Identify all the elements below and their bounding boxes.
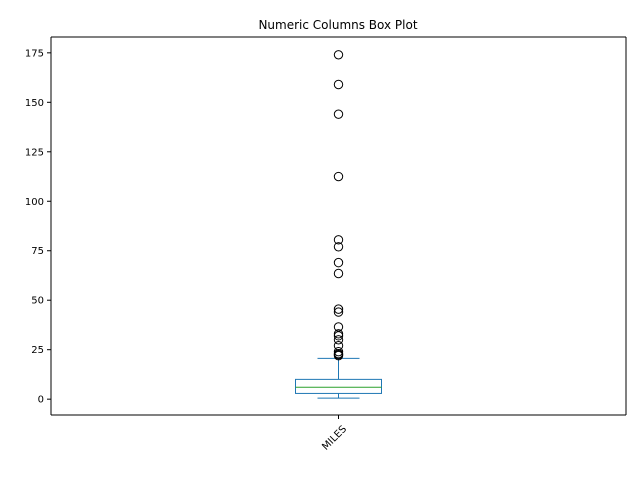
outlier-point (333, 50, 344, 60)
outlier-point (333, 242, 344, 252)
chart-title: Numeric Columns Box Plot (258, 18, 417, 32)
outlier-point (333, 235, 344, 245)
outlier-point (333, 171, 344, 182)
outlier-point (333, 79, 344, 90)
outlier-point (333, 346, 344, 357)
y-tick-label: 150 (25, 98, 44, 109)
outlier-point (333, 109, 344, 119)
y-tick-label: 50 (31, 296, 44, 307)
y-tick-label: 75 (31, 246, 44, 257)
y-tick-label: 100 (25, 197, 44, 208)
outlier-point (333, 268, 344, 279)
y-tick-label: 175 (25, 48, 44, 59)
iqr-box (295, 378, 382, 394)
y-tick-label: 0 (38, 395, 44, 406)
outlier-point (333, 335, 344, 345)
outlier-point (333, 341, 344, 351)
outlier-point (333, 304, 344, 314)
outlier-point (333, 307, 344, 317)
y-tick-label: 25 (31, 345, 44, 356)
outlier-point (333, 257, 344, 268)
outlier-point (333, 329, 344, 339)
y-tick-label: 125 (25, 147, 44, 158)
outlier-point (333, 322, 344, 332)
